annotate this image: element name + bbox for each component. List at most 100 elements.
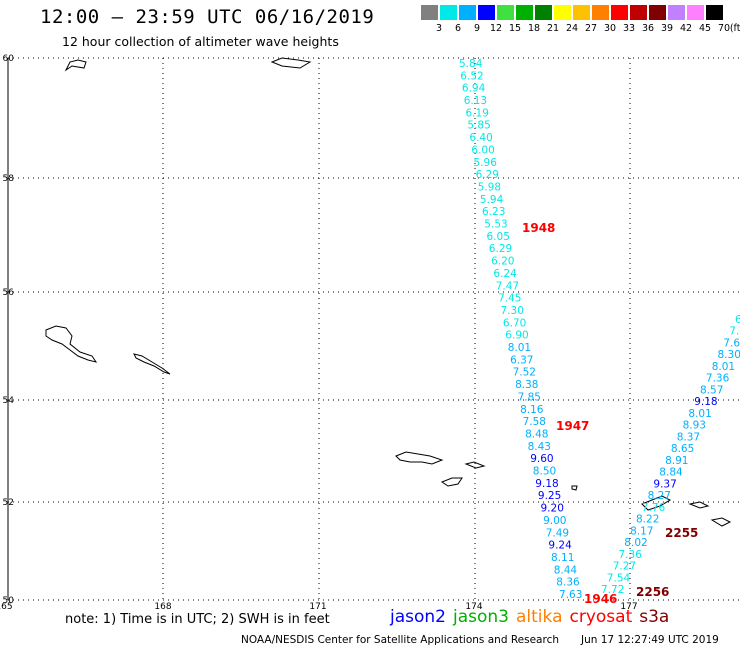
altimeter-tracks: 5.846.526.946.136.195.856.406.005.966.29… (459, 58, 740, 601)
track-b-swh-value: 8.84 (659, 467, 683, 479)
track-a-swh-value: 6.23 (482, 206, 505, 218)
colorbar-swatch (440, 5, 457, 20)
track-a-swh-value: 6.94 (462, 83, 486, 95)
track-a-swh-value: 7.85 (518, 391, 541, 403)
track-a-swh-value: 8.38 (515, 379, 538, 391)
colorbar-label: 15 (508, 23, 522, 34)
track-b-swh-value: 8.93 (683, 420, 706, 432)
track-b-swh-value: 9.37 (653, 478, 676, 490)
longitude-label: 177 (620, 602, 637, 612)
colorbar-label: 30 (603, 23, 617, 34)
colorbar-swatch (478, 5, 495, 20)
track-b-swh-value: 7.76 (642, 502, 666, 514)
island-medny (133, 353, 171, 375)
track-b-swh-value: 7.27 (613, 561, 636, 573)
island-small-4 (710, 517, 732, 527)
track-a-swh-value: 8.48 (525, 429, 548, 441)
colorbar-label: 33 (622, 23, 636, 34)
track-a-swh-value: 7.45 (498, 293, 521, 305)
track-a-swh-value: 7.47 (496, 280, 519, 292)
legend-jason2: jason2 (390, 607, 446, 627)
track-b-swh-value: 7.36 (706, 373, 730, 385)
latitude-label: 54 (3, 396, 15, 406)
legend-cryosat: cryosat (569, 607, 633, 627)
track-b-swh-value: 7. (729, 326, 739, 338)
track-b-swh-value: 8.22 (636, 514, 659, 526)
colorbar-label: 9 (473, 23, 481, 34)
colorbar-label: 24 (565, 23, 579, 34)
track-b-swh-value: 8.57 (700, 384, 723, 396)
track-b-swh-value: 7.36 (619, 549, 643, 561)
legend-jason3: jason3 (453, 607, 509, 627)
track-b-swh-value: 8.27 (648, 490, 671, 502)
track-a-swh-value: 9.60 (530, 453, 553, 465)
island-kiska-west (440, 477, 463, 487)
longitude-label: 165 (0, 602, 13, 612)
latitude-label: 60 (3, 54, 15, 64)
coastlines (45, 57, 732, 527)
track-b-swh-value: 8.02 (624, 537, 647, 549)
chart-title: 12:00 – 23:59 UTC 06/16/2019 (40, 6, 375, 28)
lat-lon-grid (7, 57, 740, 601)
track-b-swh-value: 8.65 (671, 443, 694, 455)
latitude-label: 58 (3, 174, 15, 184)
track-a-swh-value: 5.84 (459, 58, 483, 70)
track-a-swh-value: 6.29 (489, 243, 512, 255)
colorbar-label: 36 (641, 23, 655, 34)
chart-subtitle: 12 hour collection of altimeter wave hei… (62, 34, 339, 49)
track-a-swh-value: 7.58 (523, 416, 546, 428)
legend-altika: altika (516, 607, 563, 627)
track-a-swh-value: 6.00 (471, 144, 494, 156)
track-a-swh-value: 8.43 (528, 441, 551, 453)
colorbar-swatch (649, 5, 666, 20)
track-a-swh-value: 6.52 (460, 70, 483, 82)
colorbar-swatch (516, 5, 533, 20)
track-a-swh-value: 8.01 (508, 342, 531, 354)
colorbar-swatch (592, 5, 609, 20)
track-a-swh-value: 8.44 (554, 564, 578, 576)
track-a-swh-value: 9.00 (543, 515, 566, 527)
latitude-label: 52 (3, 498, 14, 508)
longitude-label: 174 (465, 602, 482, 612)
island-small-2 (571, 485, 578, 491)
colorbar-swatch (535, 5, 552, 20)
track-a-swh-value: 6.40 (469, 132, 492, 144)
track-b-swh-value: 8.37 (677, 431, 700, 443)
track-b-swh-value: 8.01 (688, 408, 711, 420)
track-b-swh-value: 8.01 (712, 361, 735, 373)
track-a-swh-value: 9.25 (538, 490, 561, 502)
longitude-label: 168 (154, 602, 171, 612)
track-a-swh-value: 5.96 (474, 157, 498, 169)
colorbar-label: 12 (489, 23, 503, 34)
track-b-swh-value: 9.18 (694, 396, 717, 408)
colorbar-swatch (706, 5, 723, 20)
satellite-legend: jason2 jason3 altika cryosat s3a (390, 607, 676, 627)
track-a-swh-value: 7.63 (559, 589, 582, 601)
footer-timestamp: Jun 17 12:27:49 UTC 2019 (581, 634, 719, 646)
pass-time-label: 1948 (522, 221, 555, 235)
track-a-swh-value: 5.53 (484, 219, 507, 231)
colorbar-label: 21 (546, 23, 560, 34)
track-b-swh-value: 7.54 (607, 572, 631, 584)
track-a-swh-value: 8.16 (520, 404, 544, 416)
colorbar-unit: (ft) (729, 23, 740, 34)
track-a-swh-value: 6.29 (476, 169, 499, 181)
latitude-label: 56 (3, 288, 15, 298)
track-a-swh-value: 8.36 (556, 577, 580, 589)
track-a-swh-value: 6.05 (487, 231, 510, 243)
coastline-russia (64, 59, 87, 72)
track-b-swh-value: 8.30 (718, 349, 740, 361)
track-a-swh-value: 6.90 (505, 330, 528, 342)
track-b-swh-value: 8.17 (630, 525, 653, 537)
colorbar-swatch (421, 5, 438, 20)
colorbar-label: 27 (584, 23, 598, 34)
axis-labels: 165 168 171 174 177 60 58 56 54 52 50 (0, 54, 638, 612)
pass-time-label: 2255 (665, 526, 698, 540)
colorbar-swatch (497, 5, 514, 20)
track-a-swh-value: 5.98 (478, 182, 501, 194)
track-a-swh-value: 6.13 (464, 95, 487, 107)
track-a-swh-value: 6.37 (510, 354, 533, 366)
island-small-3 (688, 501, 710, 509)
footer-source: NOAA/NESDIS Center for Satellite Applica… (241, 634, 559, 646)
coastline-north-fragment (270, 57, 312, 69)
